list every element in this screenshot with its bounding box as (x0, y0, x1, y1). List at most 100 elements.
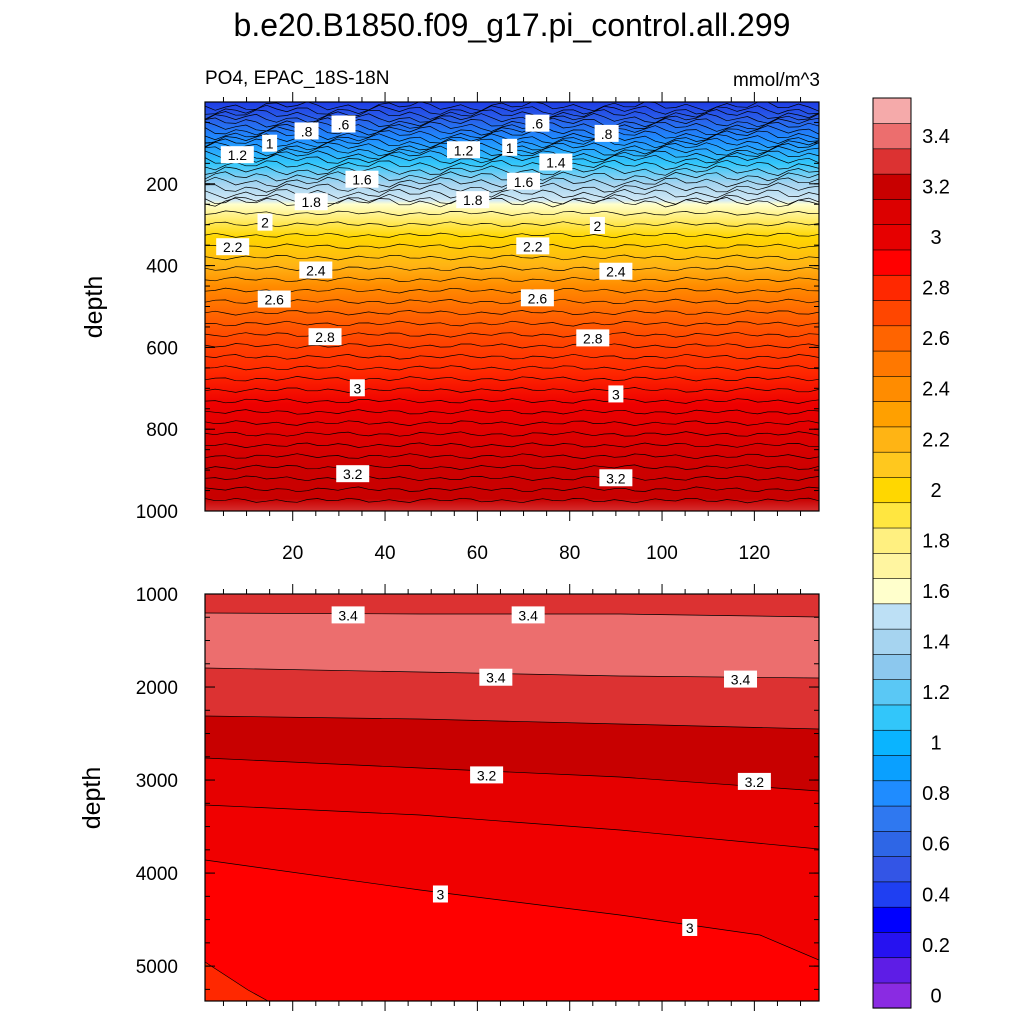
contour-line (205, 159, 819, 171)
contour-label-bg (447, 141, 481, 159)
colorbar-label: 2.4 (922, 379, 950, 401)
contour-label-text: 3.2 (745, 774, 765, 790)
contour-line (205, 475, 819, 482)
colorbar-label: 2 (930, 480, 941, 502)
colorbar-swatch (872, 426, 912, 453)
contour-label: 1 (502, 138, 518, 156)
contour-line (205, 298, 819, 305)
contour-label-text: 1 (506, 140, 514, 156)
contour-label-bg (349, 379, 365, 397)
colorbar-swatch (872, 982, 912, 1009)
contour-label: 1 (262, 134, 278, 152)
contour-label-text: 2.4 (606, 264, 626, 280)
contour-label-text: 1.2 (228, 147, 248, 163)
lower-axis-ticks (205, 584, 819, 1011)
colorbar-swatch (872, 653, 912, 680)
contour-label: 3.4 (511, 606, 545, 624)
colorbar-swatch (872, 780, 912, 807)
contour-line (205, 365, 819, 371)
contour-label: 3 (682, 918, 698, 936)
upper-y-tick-labels: 200 400 600 800 1000 (136, 175, 178, 523)
x-tick-label: 20 (282, 543, 303, 564)
y-tick-label: 400 (146, 257, 178, 278)
contour-line (205, 420, 819, 426)
contour-line (205, 409, 819, 415)
colorbar-swatch (872, 274, 912, 301)
contour-label: 2.2 (216, 238, 250, 256)
contour-label-text: 2.4 (306, 263, 326, 279)
upper-axis-ticks (205, 92, 819, 521)
colorbar-label: 1.4 (922, 631, 950, 653)
colorbar-swatch (872, 451, 912, 478)
contour-line (205, 276, 819, 283)
colorbar-swatch (872, 476, 912, 504)
upper-field (205, 102, 819, 511)
contour-label-bg (470, 766, 504, 784)
contour-label-text: 1.8 (301, 194, 321, 210)
colorbar-label: 3 (930, 227, 941, 249)
contour-label-bg (724, 670, 758, 688)
contour-line (205, 153, 819, 164)
colorbar-swatch (872, 603, 912, 630)
upper-panel: 200 400 600 800 1000 20 40 60 80 100 120 .6 .6 .8 .8… (80, 92, 820, 564)
contour-label-bg (511, 606, 545, 624)
contour-label-bg (331, 115, 356, 133)
contour-label-text: 1.8 (463, 192, 483, 208)
contour-label: 3 (432, 885, 448, 903)
lower-contour-labels: 3.4 3.4 3.4 3.4 3.2 3.2 3 3 (331, 606, 771, 936)
contour-label-bg (262, 134, 278, 152)
contour-line (205, 376, 819, 382)
contour-label: .8 (294, 122, 319, 140)
contour-line (205, 486, 819, 493)
contour-label-text: 2.6 (265, 292, 285, 308)
colorbar-label: 0.8 (922, 783, 950, 805)
contour-line (205, 243, 819, 249)
colorbar-label: 1.8 (922, 530, 950, 552)
contour-line (205, 210, 819, 216)
contour-label: 1.6 (345, 170, 379, 188)
contour-label-text: 2.6 (528, 290, 548, 306)
colorbar-swatch (872, 97, 912, 124)
contour-label-text: 2.2 (223, 239, 243, 255)
contour-label-bg (502, 138, 518, 156)
contour-label: 3 (349, 379, 365, 397)
contour-label-bg (507, 172, 541, 190)
lower-band-2.9 (205, 962, 268, 1001)
contour-line (205, 431, 819, 437)
colorbar-label: 1.6 (922, 581, 950, 603)
contour-label: .6 (331, 115, 356, 133)
contour-line (205, 221, 819, 228)
contour-label-text: 2.8 (583, 330, 603, 346)
contour-label-text: 1.6 (352, 172, 372, 188)
contour-label: 3.2 (599, 469, 633, 487)
contour-line (205, 353, 819, 360)
colorbar-swatch (872, 325, 912, 352)
lower-band-3 (205, 860, 819, 1001)
contour-label-bg (516, 237, 550, 255)
colorbar-swatch (872, 122, 912, 150)
colorbar-label: 3.2 (922, 176, 950, 198)
contour-label-text: 2 (594, 218, 602, 234)
colorbar-swatch (872, 729, 912, 756)
contour-line (205, 113, 819, 124)
contour-label: 2.6 (520, 289, 554, 307)
colorbar-swatch (872, 224, 912, 251)
contour-label-bg (299, 261, 333, 279)
contour-label-text: .8 (601, 126, 613, 142)
contour-label-bg (479, 668, 513, 686)
contour-label: 2.4 (299, 261, 333, 279)
contour-line (205, 497, 819, 504)
contour-line (205, 287, 819, 294)
contour-label-text: .6 (338, 116, 350, 132)
colorbar-swatch (872, 148, 912, 175)
contour-label-text: 3.2 (477, 767, 497, 783)
contour-label-bg (737, 772, 771, 790)
contour-label-text: 2.2 (523, 238, 543, 254)
contour-label-bg (682, 918, 698, 936)
contour-label-bg (594, 124, 619, 142)
contour-label: 2.4 (599, 262, 633, 280)
colorbar (872, 97, 912, 1009)
lower-y-tick-labels: 1000 2000 3000 4000 5000 (136, 585, 178, 978)
y-tick-label: 800 (146, 420, 178, 441)
contour-label-bg (539, 153, 573, 171)
